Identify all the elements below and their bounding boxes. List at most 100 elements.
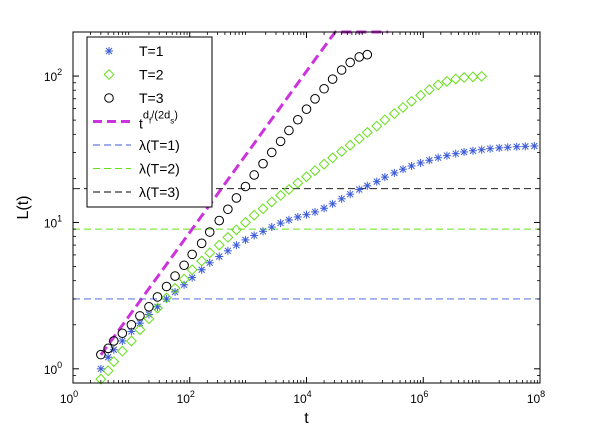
y-tick-label: 102 bbox=[44, 67, 62, 84]
legend-label: λ(T=3) bbox=[139, 184, 180, 200]
data-point bbox=[284, 215, 293, 224]
data-point bbox=[434, 153, 443, 162]
data-point bbox=[144, 302, 154, 312]
data-point bbox=[178, 273, 190, 285]
data-point bbox=[318, 158, 330, 170]
data-point bbox=[187, 249, 197, 260]
data-point bbox=[530, 141, 539, 150]
data-point bbox=[300, 171, 313, 183]
data-point bbox=[275, 189, 287, 201]
data-point bbox=[495, 143, 504, 152]
data-point bbox=[230, 224, 242, 236]
data-point bbox=[240, 181, 251, 192]
x-tick-label: 106 bbox=[410, 389, 428, 406]
data-point bbox=[215, 252, 224, 261]
data-point bbox=[353, 133, 365, 145]
y-axis-label: L(t) bbox=[15, 196, 32, 220]
data-point bbox=[232, 241, 241, 250]
data-point bbox=[486, 144, 495, 153]
data-point bbox=[127, 327, 136, 336]
data-point bbox=[186, 264, 198, 276]
data-point bbox=[451, 149, 460, 158]
data-point bbox=[161, 281, 172, 292]
data-point bbox=[103, 343, 113, 354]
data-point bbox=[345, 57, 355, 68]
data-point bbox=[135, 311, 145, 321]
x-tick-label: 100 bbox=[60, 389, 78, 406]
series-t3 bbox=[96, 49, 373, 360]
axis-ticks: 100 102 104 106 108 100 101 102 bbox=[44, 32, 545, 406]
data-point bbox=[467, 71, 479, 83]
data-point bbox=[125, 335, 137, 347]
data-point bbox=[283, 183, 295, 195]
data-point bbox=[388, 108, 400, 120]
data-point bbox=[276, 219, 285, 228]
data-point bbox=[320, 204, 329, 213]
data-point bbox=[239, 216, 251, 228]
data-point bbox=[250, 231, 259, 240]
data-point bbox=[301, 104, 312, 114]
legend: T=1 T=2 T=3 tdf/(2ds) λ(T=1) λ(T=2) λ(T=3) bbox=[86, 36, 213, 208]
legend-entry: λ(T=3) bbox=[93, 184, 180, 200]
data-point bbox=[171, 287, 180, 296]
legend-entry: T=3 bbox=[104, 90, 164, 106]
data-point bbox=[415, 89, 427, 101]
y-tick-label: 101 bbox=[44, 213, 62, 230]
data-point bbox=[441, 75, 453, 87]
x-tick-label: 108 bbox=[527, 389, 545, 406]
data-point bbox=[223, 204, 233, 215]
data-point bbox=[477, 145, 486, 154]
legend-entry: T=1 bbox=[105, 43, 164, 59]
legend-label: T=1 bbox=[139, 43, 164, 59]
data-point bbox=[390, 168, 399, 177]
data-point bbox=[134, 324, 146, 336]
data-point bbox=[231, 193, 242, 203]
data-point bbox=[309, 165, 321, 177]
data-point bbox=[344, 139, 356, 151]
x-tick-label: 102 bbox=[177, 389, 195, 406]
legend-entry: λ(T=1) bbox=[93, 137, 180, 153]
legend-marker bbox=[105, 47, 113, 55]
data-point bbox=[371, 120, 383, 132]
data-point bbox=[118, 336, 127, 345]
series-t2 bbox=[95, 70, 488, 385]
data-point bbox=[416, 158, 425, 167]
data-point bbox=[109, 345, 118, 354]
legend-label: T=3 bbox=[139, 90, 164, 106]
legend-entry: T=2 bbox=[103, 67, 164, 83]
data-point bbox=[521, 142, 530, 151]
data-point bbox=[180, 280, 189, 289]
data-point bbox=[361, 126, 373, 138]
legend-entry: λ(T=2) bbox=[93, 161, 180, 177]
data-point bbox=[336, 65, 347, 75]
data-point bbox=[432, 79, 444, 91]
data-point bbox=[284, 125, 294, 136]
data-point bbox=[406, 95, 418, 107]
legend-entry: tdf/(2ds) bbox=[93, 110, 178, 132]
data-point bbox=[311, 207, 320, 216]
data-point bbox=[102, 365, 114, 377]
data-point bbox=[222, 231, 234, 243]
legend-label: T=2 bbox=[139, 67, 164, 83]
data-point bbox=[108, 356, 120, 368]
data-series bbox=[95, 49, 539, 385]
data-point bbox=[117, 328, 128, 339]
data-point bbox=[259, 227, 268, 236]
data-point bbox=[223, 246, 232, 255]
data-point bbox=[442, 151, 451, 160]
data-point bbox=[116, 345, 128, 357]
data-point bbox=[161, 292, 173, 304]
legend-label: λ(T=1) bbox=[139, 137, 180, 153]
data-point bbox=[214, 215, 225, 226]
data-point bbox=[468, 146, 477, 155]
data-point bbox=[104, 353, 113, 362]
legend-marker bbox=[104, 93, 114, 103]
data-point bbox=[257, 203, 269, 215]
data-point bbox=[135, 319, 144, 328]
data-point bbox=[460, 147, 469, 156]
data-point bbox=[292, 177, 304, 189]
data-point bbox=[213, 239, 225, 251]
data-point bbox=[152, 292, 163, 302]
data-point bbox=[204, 247, 216, 259]
